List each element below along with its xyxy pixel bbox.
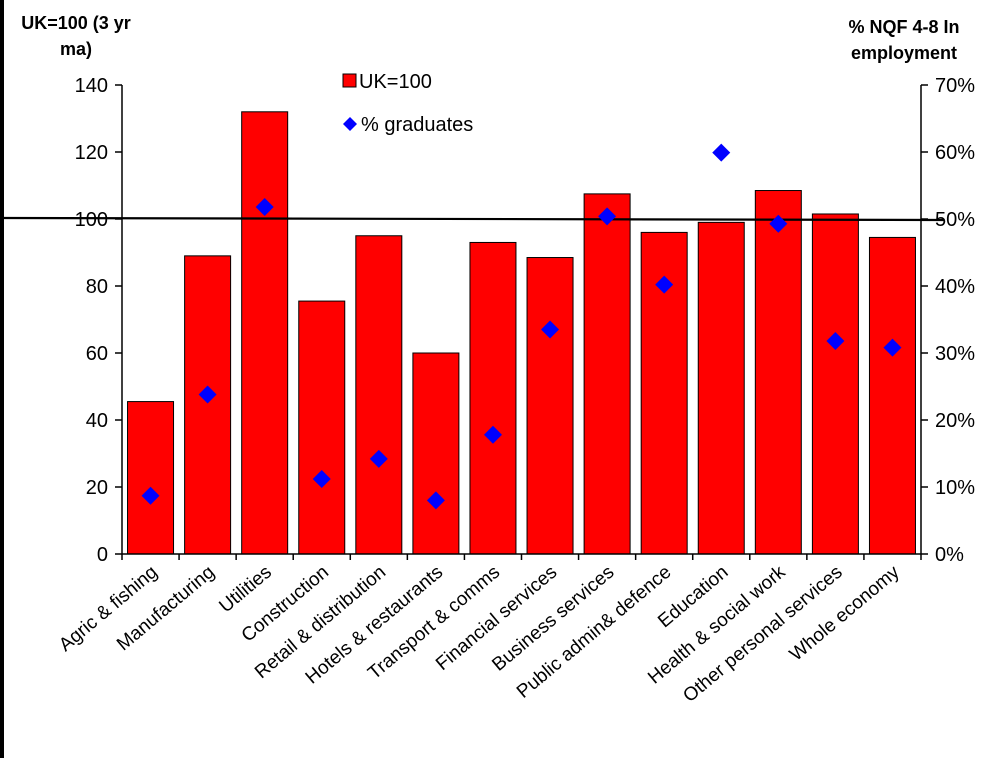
- y-tick-label: 60: [86, 343, 108, 365]
- y-right-tick-label: 10%: [935, 477, 975, 499]
- y-tick-label: 40: [86, 410, 108, 432]
- y-tick-label: 0: [97, 544, 108, 566]
- y-tick-label: 80: [86, 276, 108, 298]
- y-right-tick-label: 70%: [935, 75, 975, 97]
- bar: [298, 300, 346, 555]
- y-tick-label: 140: [75, 75, 108, 97]
- legend-point-swatch: [343, 117, 357, 131]
- data-point: [141, 486, 160, 505]
- reference-line: [3, 216, 945, 222]
- data-point: [541, 320, 560, 339]
- bar: [697, 221, 745, 555]
- data-point: [826, 331, 845, 350]
- legend-bar-label: UK=100: [359, 71, 432, 93]
- y-right-tick-label: 50%: [935, 209, 975, 231]
- data-point: [712, 143, 731, 162]
- data-point: [426, 491, 445, 510]
- y-right-tick-label: 40%: [935, 276, 975, 298]
- data-point: [769, 214, 788, 233]
- data-point: [883, 338, 902, 357]
- bar: [811, 213, 859, 555]
- bar: [241, 111, 289, 555]
- y-right-tick-label: 30%: [935, 343, 975, 365]
- y-tick-label: 20: [86, 477, 108, 499]
- data-point: [598, 207, 617, 226]
- bar: [526, 257, 574, 555]
- data-point: [198, 385, 217, 404]
- legend-point-label: % graduates: [361, 114, 473, 136]
- y-right-tick-label: 20%: [935, 410, 975, 432]
- bar: [754, 190, 802, 555]
- bar: [184, 255, 232, 555]
- data-point: [255, 197, 274, 216]
- y-right-tick-label: 0%: [935, 544, 964, 566]
- y-tick-label: 120: [75, 142, 108, 164]
- bar: [355, 235, 403, 555]
- data-point: [655, 275, 674, 294]
- x-tick-label: Manufacturing: [113, 562, 219, 655]
- bar: [127, 401, 175, 555]
- data-point: [312, 469, 331, 488]
- y-axis-right-label: % NQF 4-8 In employment: [848, 17, 960, 63]
- y-right-tick-label: 60%: [935, 142, 975, 164]
- y-axis-left-label: UK=100 (3 yr ma): [21, 13, 131, 59]
- x-tick-label: Agric & fishing: [55, 562, 162, 656]
- legend-bar-swatch: [342, 73, 357, 88]
- left-border: [0, 0, 4, 758]
- data-point: [483, 425, 502, 444]
- bar: [412, 352, 460, 555]
- bar: [868, 236, 916, 555]
- y-tick-label: 100: [75, 209, 108, 231]
- data-point: [369, 449, 388, 468]
- bar: [469, 241, 517, 555]
- bar: [583, 193, 631, 555]
